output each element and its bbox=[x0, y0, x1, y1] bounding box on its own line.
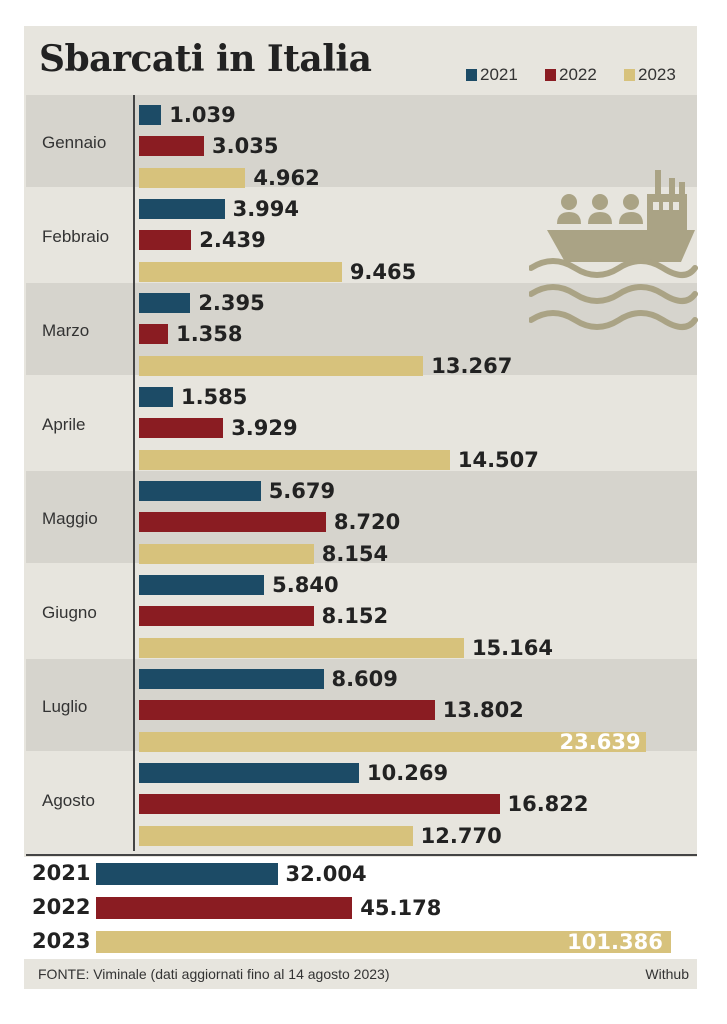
value-label-maggio-2021: 5.679 bbox=[268, 479, 336, 503]
bar-maggio-2023 bbox=[139, 543, 314, 564]
bar-febbraio-2022 bbox=[139, 230, 192, 251]
bar-febbraio-2023 bbox=[139, 261, 342, 282]
value-label-marzo-2022: 1.358 bbox=[176, 322, 243, 347]
chart-title: Sbarcati in Italia bbox=[39, 38, 372, 80]
value-label-gennaio-2022: 3.035 bbox=[212, 134, 279, 159]
value-label-febbraio-2021: 3.994 bbox=[232, 197, 300, 221]
month-label-febbraio: Febbraio bbox=[42, 227, 110, 246]
category-axis-line bbox=[133, 95, 135, 851]
bar-luglio-2023 bbox=[139, 731, 646, 752]
value-label-febbraio-2023: 9.465 bbox=[349, 259, 417, 284]
month-label-marzo: Marzo bbox=[42, 321, 90, 340]
month-label-giugno: Giugno bbox=[42, 603, 97, 622]
month-label-gennaio: Gennaio bbox=[42, 133, 107, 152]
total-bar-2023 bbox=[96, 931, 672, 953]
credit-note: Withub bbox=[645, 966, 689, 982]
month-label-aprile: Aprile bbox=[42, 415, 86, 434]
bar-maggio-2021 bbox=[139, 481, 261, 501]
total-value-label-2023: 101.386 bbox=[567, 930, 663, 954]
bar-agosto-2021 bbox=[139, 763, 360, 783]
bar-luglio-2022 bbox=[139, 700, 435, 721]
value-label-agosto-2023: 12.770 bbox=[420, 823, 502, 848]
bar-agosto-2022 bbox=[139, 794, 500, 815]
total-bar-2022 bbox=[96, 897, 353, 919]
total-year-label-2023: 2023 bbox=[32, 929, 91, 953]
bar-marzo-2023 bbox=[139, 355, 424, 376]
value-label-luglio-2022: 13.802 bbox=[442, 698, 524, 723]
total-bar-2021 bbox=[96, 863, 278, 885]
bar-aprile-2023 bbox=[139, 449, 450, 470]
bar-maggio-2022 bbox=[139, 512, 326, 533]
chart-card: Sbarcati in Italia 2021 2022 2023 Gennai… bbox=[24, 26, 698, 989]
bar-giugno-2021 bbox=[139, 575, 265, 595]
bar-marzo-2021 bbox=[139, 293, 191, 313]
bar-aprile-2022 bbox=[139, 418, 224, 439]
value-label-giugno-2021: 5.840 bbox=[272, 573, 339, 597]
month-label-luglio: Luglio bbox=[42, 697, 88, 716]
bar-giugno-2023 bbox=[139, 637, 464, 658]
month-label-agosto: Agosto bbox=[42, 791, 95, 810]
totals-separator bbox=[26, 854, 697, 856]
bar-luglio-2021 bbox=[139, 669, 324, 689]
month-band-maggio bbox=[26, 471, 697, 563]
total-value-label-2022: 45.178 bbox=[360, 896, 442, 920]
value-label-agosto-2021: 10.269 bbox=[367, 761, 449, 785]
value-label-agosto-2022: 16.822 bbox=[507, 792, 589, 817]
value-label-luglio-2023: 23.639 bbox=[559, 729, 641, 754]
bar-aprile-2021 bbox=[139, 387, 173, 407]
source-note: FONTE: Viminale (dati aggiornati fino al… bbox=[38, 966, 390, 982]
total-value-label-2021: 32.004 bbox=[285, 862, 367, 886]
value-label-maggio-2022: 8.720 bbox=[333, 510, 401, 535]
value-label-luglio-2021: 8.609 bbox=[331, 667, 398, 691]
value-label-maggio-2023: 8.154 bbox=[321, 541, 389, 566]
value-label-gennaio-2021: 1.039 bbox=[169, 103, 236, 127]
total-year-label-2022: 2022 bbox=[32, 895, 91, 919]
value-label-gennaio-2023: 4.962 bbox=[253, 165, 320, 190]
bar-gennaio-2022 bbox=[139, 136, 204, 157]
bar-gennaio-2021 bbox=[139, 105, 162, 125]
migrant-boat-icon bbox=[529, 170, 698, 330]
legend-swatch-2021 bbox=[466, 69, 477, 81]
legend-label-2022: 2022 bbox=[559, 65, 597, 84]
value-label-aprile-2021: 1.585 bbox=[180, 385, 248, 409]
value-label-marzo-2023: 13.267 bbox=[431, 353, 513, 378]
bar-giugno-2022 bbox=[139, 606, 314, 627]
total-year-label-2021: 2021 bbox=[32, 861, 91, 885]
legend-swatch-2023 bbox=[624, 69, 635, 81]
bar-agosto-2023 bbox=[139, 825, 413, 846]
month-band-gennaio bbox=[26, 95, 697, 187]
value-label-febbraio-2022: 2.439 bbox=[199, 228, 266, 253]
value-label-marzo-2021: 2.395 bbox=[198, 291, 265, 315]
value-label-aprile-2023: 14.507 bbox=[457, 447, 539, 472]
legend-swatch-2022 bbox=[545, 69, 556, 81]
totals-panel: 2021 32.004 2022 45.178 2023 101.386 bbox=[24, 857, 697, 959]
value-label-giugno-2022: 8.152 bbox=[321, 604, 389, 629]
value-label-giugno-2023: 15.164 bbox=[471, 635, 553, 660]
legend-label-2021: 2021 bbox=[480, 65, 518, 84]
bar-marzo-2022 bbox=[139, 324, 169, 345]
bar-febbraio-2021 bbox=[139, 199, 225, 219]
bar-gennaio-2023 bbox=[139, 167, 246, 188]
value-label-aprile-2022: 3.929 bbox=[231, 416, 298, 441]
month-label-maggio: Maggio bbox=[42, 509, 98, 528]
legend-label-2023: 2023 bbox=[638, 65, 676, 84]
